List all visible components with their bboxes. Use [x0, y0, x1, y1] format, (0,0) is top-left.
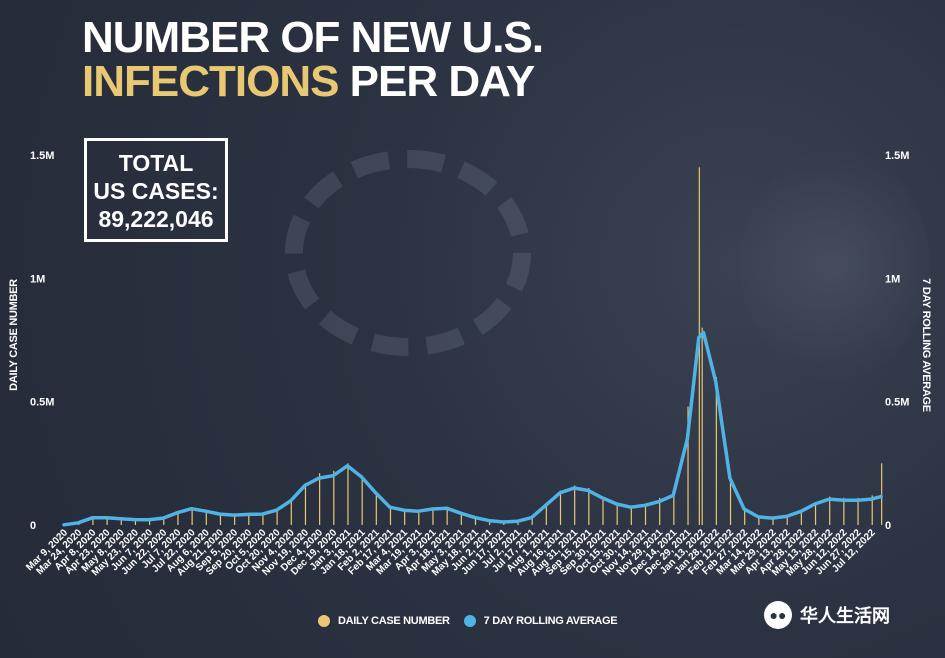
daily-case-bar: [871, 495, 873, 525]
title-highlight: INFECTIONS: [82, 57, 339, 106]
daily-case-bar: [333, 470, 335, 525]
chart-title: NUMBER OF NEW U.S. INFECTIONS PER DAY: [82, 13, 544, 106]
daily-case-bar: [304, 483, 307, 525]
daily-case-bar: [205, 511, 207, 525]
daily-case-bar: [191, 508, 193, 525]
daily-case-bar: [361, 475, 363, 525]
y-tick-label-right: 0: [885, 520, 891, 532]
daily-case-bar: [659, 497, 661, 525]
daily-case-bar: [460, 512, 462, 525]
daily-case-bar: [857, 497, 859, 525]
watermark-text: 华人生活网: [800, 606, 890, 626]
legend-swatch-daily: [318, 615, 330, 627]
daily-case-bar: [418, 510, 420, 525]
daily-case-bar: [177, 511, 179, 525]
daily-case-bar: [772, 518, 774, 525]
daily-case-bar: [389, 506, 392, 525]
y-tick-label-left: 1.5M: [30, 150, 54, 162]
title-line-2-rest: PER DAY: [338, 57, 536, 106]
daily-case-bar: [786, 516, 788, 525]
daily-case-bar: [673, 492, 675, 525]
daily-case-bar: [616, 502, 618, 525]
legend-label-daily: DAILY CASE NUMBER: [338, 615, 450, 627]
daily-case-bar: [644, 504, 647, 525]
daily-case-bar: [881, 463, 883, 525]
daily-case-bar: [262, 513, 264, 525]
daily-case-bar: [163, 517, 165, 525]
daily-case-bar: [701, 327, 703, 525]
legend-swatch-rolling: [463, 615, 476, 627]
daily-case-bar: [248, 514, 250, 525]
y-tick-label-right: 1.5M: [885, 150, 909, 162]
daily-case-bar: [149, 520, 151, 525]
daily-case-bar: [375, 492, 377, 525]
y-tick-label-left: 0.5M: [30, 397, 54, 409]
daily-case-bar: [715, 377, 717, 525]
legend: DAILY CASE NUMBER 7 DAY ROLLING AVERAGE: [318, 615, 631, 627]
daily-case-bar: [319, 473, 321, 525]
daily-case-bar: [800, 510, 802, 525]
daily-case-bar: [432, 507, 434, 525]
title-line-1: NUMBER OF NEW U.S.: [82, 13, 544, 62]
wechat-icon: ●●: [764, 601, 792, 629]
rolling-average-line: [62, 330, 883, 527]
daily-case-bar: [92, 517, 94, 525]
daily-case-bar: [630, 506, 632, 525]
total-cases-box: TOTAL US CASES: 89,222,046: [84, 138, 228, 242]
y-tick-label-left: 1M: [30, 273, 45, 285]
total-label-line-2: US CASES:: [93, 178, 219, 204]
daily-case-bar: [474, 517, 477, 525]
daily-case-bar: [234, 515, 236, 525]
y-tick-label-left: 0: [30, 520, 36, 532]
daily-case-bar: [602, 496, 604, 525]
daily-case-bar: [290, 499, 292, 525]
daily-case-bar: [814, 502, 817, 525]
daily-case-bar: [489, 520, 491, 525]
daily-case-bar: [843, 497, 845, 525]
total-value: 89,222,046: [98, 206, 214, 232]
daily-case-bar: [446, 507, 448, 525]
watermark: ●● 华人生活网: [764, 601, 890, 629]
daily-case-bar: [545, 502, 547, 525]
legend-item-daily: DAILY CASE NUMBER: [318, 615, 450, 627]
daily-case-bar: [134, 519, 137, 525]
daily-case-bar: [404, 508, 406, 525]
daily-case-bar: [829, 496, 831, 525]
legend-item-rolling: 7 DAY ROLLING AVERAGE: [463, 615, 618, 627]
daily-case-bar: [559, 490, 562, 525]
daily-case-bar: [347, 463, 349, 525]
total-label-line-1: TOTAL: [118, 150, 194, 176]
daily-case-bar: [744, 507, 746, 525]
daily-case-bar: [758, 516, 760, 525]
legend-label-rolling: 7 DAY ROLLING AVERAGE: [483, 615, 618, 627]
daily-case-bar: [531, 516, 533, 525]
daily-case-bar: [219, 513, 222, 525]
daily-case-bar: [588, 488, 590, 525]
daily-case-bar: [729, 475, 732, 525]
daily-case-bar: [574, 485, 576, 525]
daily-case-bar: [276, 509, 278, 525]
y-tick-label-right: 1M: [885, 273, 900, 285]
daily-case-bar: [687, 406, 689, 525]
daily-case-bar: [120, 518, 122, 525]
daily-case-bar: [106, 517, 108, 525]
y-tick-label-right: 0.5M: [885, 397, 909, 409]
